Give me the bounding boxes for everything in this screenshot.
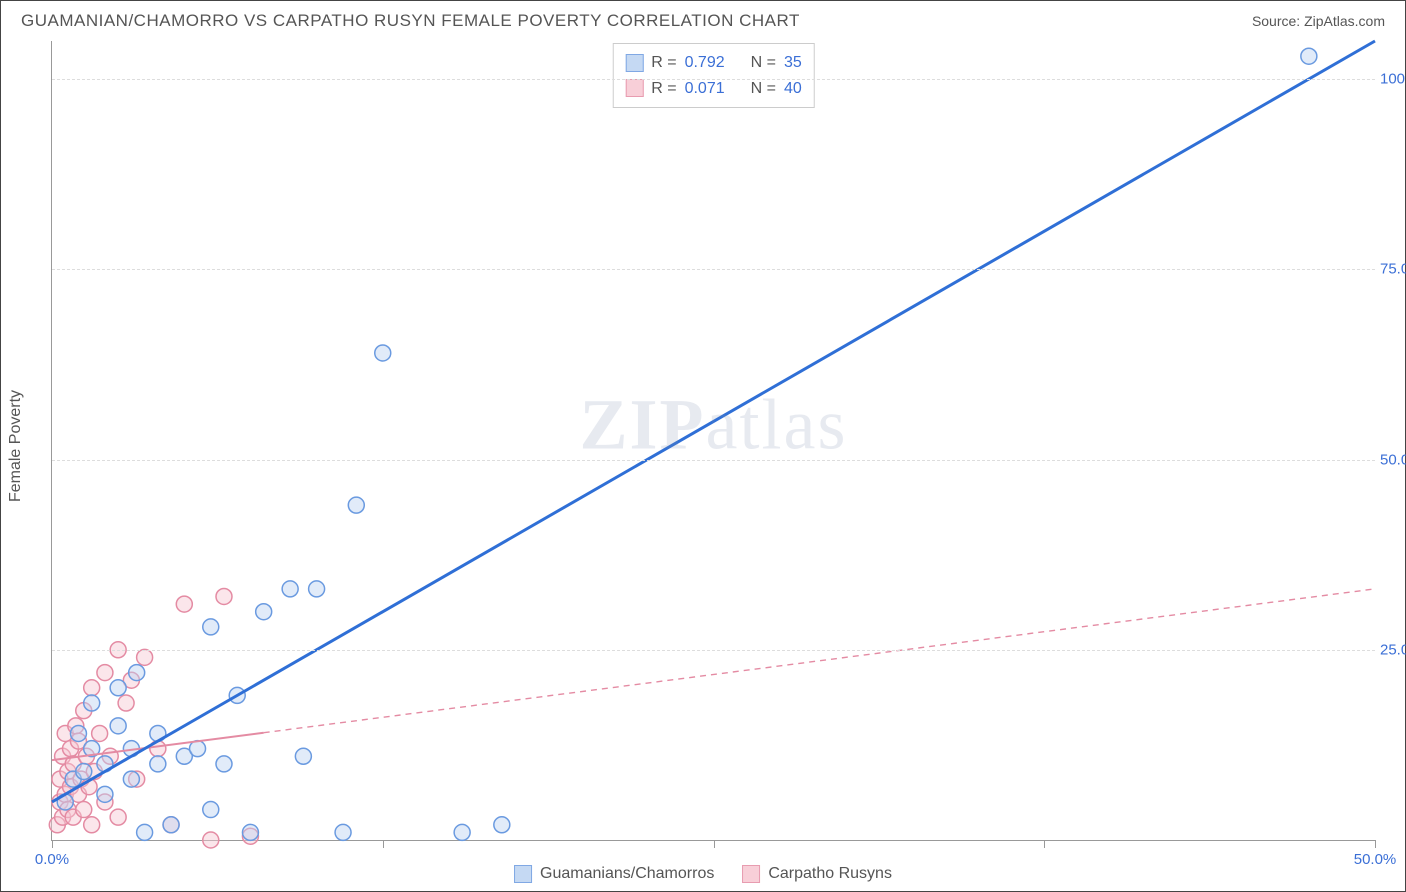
scatter-point — [123, 771, 139, 787]
title-row: GUAMANIAN/CHAMORRO VS CARPATHO RUSYN FEM… — [1, 1, 1405, 37]
legend-label-a: Guamanians/Chamorros — [540, 865, 714, 883]
plot-svg — [52, 41, 1375, 840]
x-tick — [714, 840, 715, 848]
scatter-point — [454, 824, 470, 840]
scatter-point — [97, 665, 113, 681]
x-tick — [1375, 840, 1376, 848]
scatter-point — [203, 832, 219, 848]
scatter-point — [216, 588, 232, 604]
gridline-h — [52, 650, 1375, 651]
scatter-point — [110, 809, 126, 825]
scatter-point — [118, 695, 134, 711]
x-tick-label: 50.0% — [1354, 851, 1397, 868]
scatter-point — [282, 581, 298, 597]
chart-container: GUAMANIAN/CHAMORRO VS CARPATHO RUSYN FEM… — [0, 0, 1406, 892]
scatter-point — [348, 497, 364, 513]
gridline-h — [52, 269, 1375, 270]
scatter-point — [242, 824, 258, 840]
scatter-point — [1301, 48, 1317, 64]
scatter-point — [110, 680, 126, 696]
y-tick-label: 25.0% — [1380, 641, 1406, 658]
scatter-point — [84, 695, 100, 711]
x-tick-label: 0.0% — [35, 851, 69, 868]
legend-item-a: Guamanians/Chamorros — [514, 865, 714, 883]
stats-legend: R = 0.792 N = 35 R = 0.071 N = 40 — [612, 43, 815, 108]
scatter-point — [97, 786, 113, 802]
legend-label-b: Carpatho Rusyns — [768, 865, 892, 883]
series-legend: Guamanians/Chamorros Carpatho Rusyns — [514, 865, 892, 883]
scatter-point — [375, 345, 391, 361]
legend-swatch-b — [742, 865, 760, 883]
scatter-point — [92, 725, 108, 741]
scatter-point — [76, 802, 92, 818]
scatter-point — [494, 817, 510, 833]
swatch-b — [625, 79, 643, 97]
scatter-point — [110, 718, 126, 734]
gridline-h — [52, 460, 1375, 461]
stats-row-a: R = 0.792 N = 35 — [625, 50, 802, 76]
scatter-point — [190, 741, 206, 757]
plot-area: ZIPatlas R = 0.792 N = 35 R = 0.071 N = … — [51, 41, 1375, 841]
legend-item-b: Carpatho Rusyns — [742, 865, 892, 883]
n-label-a: N = — [751, 50, 776, 76]
scatter-point — [256, 604, 272, 620]
scatter-point — [295, 748, 311, 764]
source-label: Source: ZipAtlas.com — [1252, 13, 1385, 29]
scatter-point — [176, 596, 192, 612]
scatter-point — [76, 764, 92, 780]
scatter-point — [70, 725, 86, 741]
r-label-a: R = — [651, 50, 676, 76]
legend-swatch-a — [514, 865, 532, 883]
scatter-point — [163, 817, 179, 833]
r-value-a: 0.792 — [685, 50, 725, 76]
y-tick-label: 100.0% — [1380, 71, 1406, 88]
trend-line-dashed — [264, 589, 1375, 733]
scatter-point — [335, 824, 351, 840]
x-tick — [52, 840, 53, 848]
scatter-point — [150, 756, 166, 772]
x-tick — [1044, 840, 1045, 848]
scatter-point — [216, 756, 232, 772]
y-axis-label: Female Poverty — [7, 390, 25, 502]
trend-line-solid — [52, 41, 1375, 802]
swatch-a — [625, 54, 643, 72]
scatter-point — [84, 817, 100, 833]
y-tick-label: 50.0% — [1380, 451, 1406, 468]
scatter-point — [203, 619, 219, 635]
y-tick-label: 75.0% — [1380, 261, 1406, 278]
scatter-point — [203, 802, 219, 818]
scatter-point — [129, 665, 145, 681]
gridline-h — [52, 79, 1375, 80]
scatter-point — [309, 581, 325, 597]
scatter-point — [137, 649, 153, 665]
x-tick — [383, 840, 384, 848]
n-value-a: 35 — [784, 50, 802, 76]
chart-title: GUAMANIAN/CHAMORRO VS CARPATHO RUSYN FEM… — [21, 11, 800, 31]
scatter-point — [137, 824, 153, 840]
scatter-point — [84, 680, 100, 696]
